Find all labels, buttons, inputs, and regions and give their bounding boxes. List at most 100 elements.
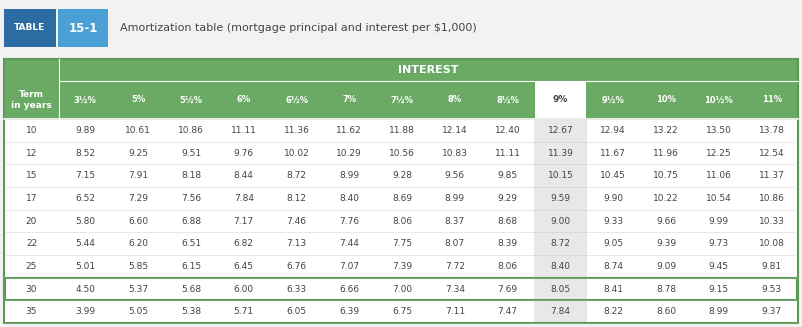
Text: 8.52: 8.52 — [75, 148, 95, 158]
Bar — [4, 210, 798, 232]
Text: 10.86: 10.86 — [759, 194, 784, 203]
Text: 10.86: 10.86 — [178, 126, 204, 135]
Bar — [4, 300, 798, 323]
Text: 8%: 8% — [448, 95, 462, 105]
Text: 12.25: 12.25 — [706, 148, 731, 158]
Bar — [534, 255, 587, 278]
Text: 12.67: 12.67 — [548, 126, 573, 135]
Text: 8.99: 8.99 — [709, 307, 729, 316]
Bar — [4, 255, 798, 278]
Bar — [58, 9, 108, 47]
Text: 6.52: 6.52 — [75, 194, 95, 203]
Text: 7.91: 7.91 — [128, 171, 148, 180]
Text: 9.85: 9.85 — [497, 171, 518, 180]
Text: 8.69: 8.69 — [392, 194, 412, 203]
Text: 8.68: 8.68 — [497, 216, 518, 226]
Text: 25: 25 — [26, 262, 37, 271]
Bar — [4, 278, 798, 300]
Text: 3.99: 3.99 — [75, 307, 95, 316]
Text: 7½%: 7½% — [391, 95, 414, 105]
Text: 9.29: 9.29 — [498, 194, 517, 203]
Text: 6.20: 6.20 — [128, 239, 148, 248]
Text: 8.39: 8.39 — [497, 239, 518, 248]
Text: 7.72: 7.72 — [445, 262, 465, 271]
Text: 6.66: 6.66 — [339, 284, 359, 294]
Text: 12: 12 — [26, 148, 37, 158]
Text: 8.06: 8.06 — [392, 216, 412, 226]
Bar — [534, 119, 587, 142]
Text: 10.61: 10.61 — [125, 126, 151, 135]
Bar — [4, 164, 798, 187]
Text: 10.45: 10.45 — [601, 171, 626, 180]
Text: 5.01: 5.01 — [75, 262, 95, 271]
Text: 10.33: 10.33 — [759, 216, 784, 226]
Bar — [534, 210, 587, 232]
Text: 6.75: 6.75 — [392, 307, 412, 316]
Text: 15: 15 — [26, 171, 37, 180]
Text: 9.39: 9.39 — [656, 239, 676, 248]
Text: 6.39: 6.39 — [339, 307, 359, 316]
Bar — [534, 187, 587, 210]
Text: 7.17: 7.17 — [233, 216, 253, 226]
Text: 7.75: 7.75 — [392, 239, 412, 248]
Text: 22: 22 — [26, 239, 37, 248]
Bar — [534, 142, 587, 164]
Text: 8.44: 8.44 — [234, 171, 253, 180]
Text: 9.28: 9.28 — [392, 171, 412, 180]
Text: 8.06: 8.06 — [497, 262, 518, 271]
Text: 5.68: 5.68 — [181, 284, 201, 294]
Text: 9.45: 9.45 — [709, 262, 729, 271]
Text: 8½%: 8½% — [496, 95, 519, 105]
Bar — [4, 9, 56, 47]
Text: 12.14: 12.14 — [442, 126, 468, 135]
Text: 10.54: 10.54 — [706, 194, 731, 203]
Text: 7.44: 7.44 — [339, 239, 359, 248]
Text: 11.39: 11.39 — [548, 148, 573, 158]
Text: 9.89: 9.89 — [75, 126, 95, 135]
Text: 5.44: 5.44 — [75, 239, 95, 248]
Text: 11.06: 11.06 — [706, 171, 731, 180]
Text: 7.69: 7.69 — [497, 284, 518, 294]
Text: 8.40: 8.40 — [339, 194, 359, 203]
Text: 9.90: 9.90 — [603, 194, 623, 203]
Text: 11.11: 11.11 — [231, 126, 257, 135]
Text: 11.67: 11.67 — [601, 148, 626, 158]
Text: 9.51: 9.51 — [181, 148, 201, 158]
Text: 12.40: 12.40 — [495, 126, 520, 135]
Text: 9.76: 9.76 — [233, 148, 253, 158]
Text: 12.94: 12.94 — [601, 126, 626, 135]
Text: 7.76: 7.76 — [339, 216, 359, 226]
Text: 11.96: 11.96 — [653, 148, 679, 158]
Text: 11.11: 11.11 — [495, 148, 520, 158]
Text: 9.05: 9.05 — [603, 239, 623, 248]
Text: 6½%: 6½% — [285, 95, 308, 105]
Text: 9½%: 9½% — [602, 95, 625, 105]
Bar — [534, 278, 587, 300]
Text: 9.33: 9.33 — [603, 216, 623, 226]
Text: 7.84: 7.84 — [550, 307, 570, 316]
Bar — [4, 142, 798, 164]
Text: 11.62: 11.62 — [337, 126, 363, 135]
Text: 11%: 11% — [762, 95, 782, 105]
Text: 7.00: 7.00 — [392, 284, 412, 294]
Text: 9.66: 9.66 — [656, 216, 676, 226]
Text: 6.60: 6.60 — [128, 216, 148, 226]
Text: 7.84: 7.84 — [233, 194, 253, 203]
Bar — [4, 119, 798, 142]
Text: 8.72: 8.72 — [550, 239, 570, 248]
Text: 5.71: 5.71 — [233, 307, 253, 316]
Text: 5%: 5% — [131, 95, 145, 105]
Text: 3½%: 3½% — [74, 95, 97, 105]
Bar — [535, 82, 586, 118]
Text: 7.11: 7.11 — [445, 307, 465, 316]
Text: 7.07: 7.07 — [339, 262, 359, 271]
Text: 5.38: 5.38 — [181, 307, 201, 316]
Text: 17: 17 — [26, 194, 37, 203]
Text: 5.37: 5.37 — [128, 284, 148, 294]
Text: 9.37: 9.37 — [762, 307, 782, 316]
Text: 9.73: 9.73 — [709, 239, 729, 248]
Text: 8.18: 8.18 — [181, 171, 201, 180]
Text: 6.05: 6.05 — [286, 307, 306, 316]
Text: 6.76: 6.76 — [286, 262, 306, 271]
Text: 7.46: 7.46 — [286, 216, 306, 226]
